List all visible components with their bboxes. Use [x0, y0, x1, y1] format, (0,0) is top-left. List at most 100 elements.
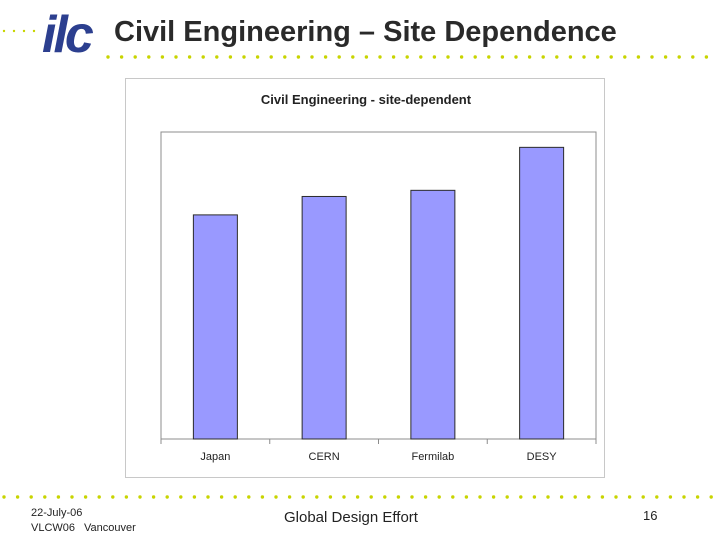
decor-dot [147, 55, 151, 59]
decor-dot [636, 55, 641, 59]
decor-dot [587, 495, 591, 499]
decor-dot [315, 495, 319, 499]
decor-dot [559, 495, 564, 499]
decor-dot [255, 55, 260, 59]
decor-dot [247, 495, 251, 499]
decor-dot [124, 495, 129, 499]
decor-dot [165, 495, 169, 499]
footer-left: 22-July-06 VLCW06 Vancouver [31, 506, 136, 536]
decor-dot [378, 55, 382, 59]
decor-dot [614, 495, 618, 499]
decor-dot [500, 55, 505, 59]
decor-dot [432, 55, 437, 59]
footer-center: Global Design Effort [284, 509, 418, 526]
x-label-fermilab: Fermilab [411, 451, 454, 463]
decor-dot [527, 55, 532, 59]
decor-dot [233, 495, 237, 499]
decor-dot [133, 55, 137, 59]
decor-dot [695, 495, 700, 499]
decor-dot [12, 29, 16, 33]
decor-dot [595, 55, 600, 59]
logo-dotted-rule [2, 29, 36, 33]
decor-dot [369, 495, 373, 499]
decor-dot [546, 495, 550, 499]
top-dotted-rule [106, 55, 709, 59]
x-label-japan: Japan [200, 451, 230, 463]
decor-dot [2, 29, 6, 33]
bars [192, 146, 565, 440]
decor-dot [219, 495, 224, 499]
bar-cern [301, 195, 347, 440]
chart-title: Civil Engineering - site-dependent [261, 92, 472, 107]
decor-dot [704, 55, 709, 59]
decor-dot [663, 55, 668, 59]
decor-dot [655, 495, 659, 499]
decor-dot [691, 55, 695, 59]
footer-event: VLCW06 [31, 522, 76, 534]
decor-dot [473, 55, 477, 59]
decor-dot [283, 55, 287, 59]
decor-dot [287, 495, 292, 499]
decor-dot [405, 55, 409, 59]
decor-dot [323, 55, 328, 59]
decor-dot [160, 55, 165, 59]
chart-frame: Civil Engineering - site-dependent Japan… [125, 78, 605, 478]
decor-dot [22, 29, 26, 33]
decor-dot [2, 495, 6, 499]
decor-dot [627, 495, 632, 499]
decor-dot [391, 55, 396, 59]
decor-dot [623, 55, 627, 59]
x-label-cern: CERN [309, 451, 340, 463]
x-axis-labels: Japan CERN Fermilab DESY [200, 451, 557, 463]
decor-dot [328, 495, 333, 499]
decor-dot [519, 495, 523, 499]
x-label-desy: DESY [527, 451, 558, 463]
decor-dot [201, 55, 205, 59]
x-axis-ticks [160, 439, 597, 444]
decor-dot [119, 55, 124, 59]
decor-dot [97, 495, 101, 499]
decor-dot [582, 55, 586, 59]
decor-dot [555, 55, 559, 59]
decor-dot [383, 495, 387, 499]
decor-dot [609, 55, 613, 59]
decor-dot [215, 55, 219, 59]
decor-dot [242, 55, 246, 59]
decor-dot [260, 495, 265, 499]
decor-dot [355, 495, 360, 499]
decor-dot [641, 495, 645, 499]
footer-venue: VLCW06 Vancouver [31, 521, 136, 536]
decor-dot [56, 495, 61, 499]
decor-dot [451, 495, 455, 499]
decor-dot [541, 55, 545, 59]
decor-dot [106, 55, 110, 59]
decor-dot [532, 495, 537, 499]
decor-dot [337, 55, 341, 59]
decor-dot [437, 495, 441, 499]
decor-dot [111, 495, 115, 499]
decor-dot [269, 55, 273, 59]
decor-dot [192, 495, 197, 499]
decor-dot [514, 55, 518, 59]
decor-dot [419, 55, 423, 59]
bar-desy [519, 146, 565, 440]
decor-dot [459, 55, 464, 59]
decor-dot [568, 55, 573, 59]
decor-dot [446, 55, 450, 59]
decor-dot [301, 495, 305, 499]
decor-dot [83, 495, 88, 499]
decor-dot [491, 495, 496, 499]
decor-dot [423, 495, 428, 499]
bar-japan [192, 214, 238, 440]
ilc-logo: ilc [42, 6, 97, 64]
decor-dot [650, 55, 654, 59]
decor-dot [174, 55, 178, 59]
decor-dot [310, 55, 314, 59]
decor-dot [478, 495, 482, 499]
decor-dot [187, 55, 192, 59]
decor-dot [228, 55, 233, 59]
page-number: 16 [643, 508, 658, 523]
decor-dot [364, 55, 369, 59]
decor-dot [464, 495, 469, 499]
decor-dot [15, 495, 20, 499]
